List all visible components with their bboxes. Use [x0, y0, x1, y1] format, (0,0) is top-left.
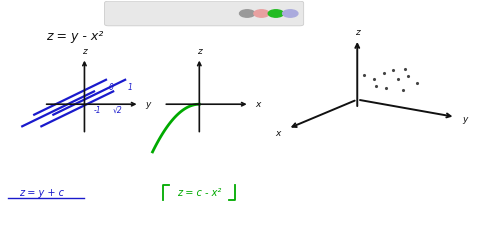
- Text: 1: 1: [128, 84, 132, 92]
- Circle shape: [283, 10, 298, 17]
- Circle shape: [240, 10, 255, 17]
- Text: 0: 0: [108, 84, 113, 92]
- Text: ▣: ▣: [218, 9, 226, 18]
- Text: ↖: ↖: [148, 9, 155, 18]
- Text: z: z: [197, 47, 202, 56]
- Text: ✂: ✂: [177, 9, 183, 18]
- Text: √2: √2: [113, 106, 123, 114]
- Text: y: y: [462, 115, 468, 124]
- Text: z = y + c: z = y + c: [19, 188, 64, 197]
- Circle shape: [254, 10, 269, 17]
- Circle shape: [268, 10, 284, 17]
- Text: ↻: ↻: [132, 9, 138, 18]
- Text: z: z: [82, 47, 87, 56]
- Text: -1: -1: [94, 106, 102, 114]
- Text: A: A: [205, 9, 210, 18]
- FancyBboxPatch shape: [105, 1, 304, 26]
- Text: x: x: [276, 129, 281, 138]
- Text: /: /: [193, 9, 196, 18]
- Text: z: z: [355, 28, 360, 37]
- Text: z = y - x²: z = y - x²: [46, 30, 103, 43]
- Text: ◇: ◇: [163, 9, 169, 18]
- Text: ↺: ↺: [115, 9, 121, 18]
- Text: x: x: [255, 100, 261, 109]
- Text: y: y: [145, 100, 151, 109]
- Text: z = c - x²: z = c - x²: [177, 188, 221, 197]
